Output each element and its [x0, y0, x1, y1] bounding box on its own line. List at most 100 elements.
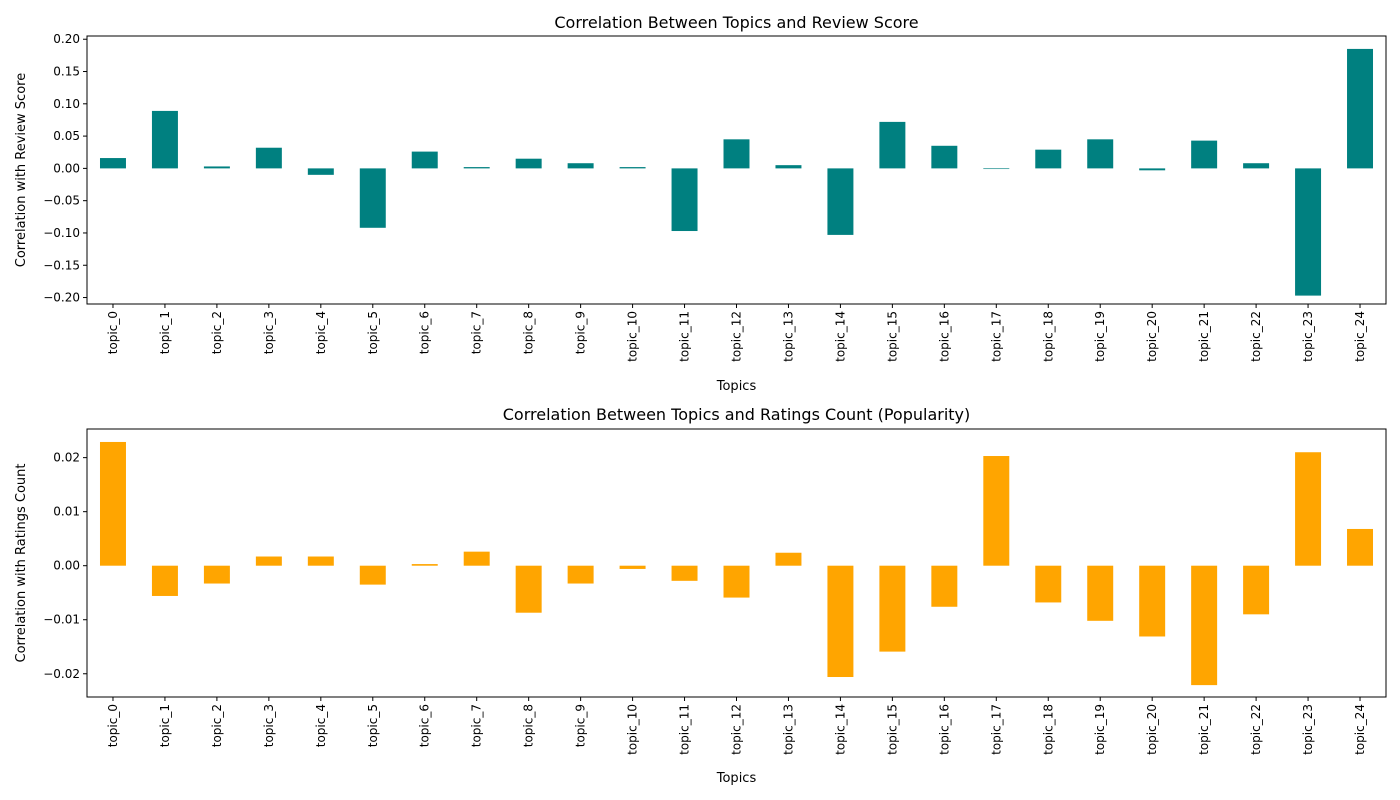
bar-topic_5 [359, 565, 386, 585]
x-tick-label: topic_16 [937, 311, 951, 362]
bar-topic_15 [879, 121, 906, 169]
x-tick-label: topic_3 [262, 704, 276, 747]
y-tick-label: −0.20 [43, 291, 80, 305]
x-tick-label: topic_15 [885, 311, 899, 362]
x-tick-label: topic_23 [1301, 311, 1315, 362]
x-tick-label: topic_18 [1041, 311, 1055, 362]
x-tick-label: topic_2 [210, 704, 224, 747]
x-tick-label: topic_23 [1301, 704, 1315, 755]
x-tick-label: topic_4 [314, 311, 328, 354]
bar-topic_10 [619, 167, 646, 169]
bar-topic_21 [1191, 140, 1218, 169]
bar-topic_12 [723, 139, 750, 169]
x-tick-label: topic_6 [418, 704, 432, 747]
x-tick-label: topic_17 [989, 311, 1003, 362]
bar-topic_23 [1295, 168, 1322, 296]
x-tick-label: topic_11 [678, 311, 692, 362]
bar-topic_8 [515, 565, 542, 613]
x-tick-label: topic_8 [522, 311, 536, 354]
bar-topic_18 [1035, 149, 1062, 169]
bar-topic_10 [619, 565, 646, 569]
x-tick-label: topic_9 [574, 704, 588, 747]
bar-topic_7 [463, 551, 490, 566]
x-tick-label: topic_4 [314, 704, 328, 747]
bar-topic_4 [307, 168, 334, 175]
bars [99, 48, 1374, 296]
x-tick-label: topic_11 [678, 704, 692, 755]
bar-topic_1 [151, 565, 178, 596]
bar-topic_16 [931, 145, 958, 169]
x-tick-label: topic_20 [1145, 704, 1159, 755]
y-tick-label: −0.10 [43, 226, 80, 240]
bar-topic_22 [1243, 565, 1270, 615]
x-axis-label: Topics [716, 379, 757, 394]
x-tick-label: topic_9 [574, 311, 588, 354]
bar-topic_13 [775, 552, 802, 566]
bar-topic_0 [99, 441, 126, 566]
bar-topic_21 [1191, 565, 1218, 686]
x-tick-label: topic_20 [1145, 311, 1159, 362]
x-tick-label: topic_17 [989, 704, 1003, 755]
x-tick-label: topic_1 [158, 704, 172, 747]
bar-topic_23 [1295, 452, 1322, 566]
x-tick-label: topic_22 [1249, 704, 1263, 755]
bar-topic_0 [99, 158, 126, 169]
bar-topic_20 [1139, 168, 1166, 171]
x-tick-label: topic_19 [1093, 311, 1107, 362]
x-tick-label: topic_18 [1041, 704, 1055, 755]
x-tick-label: topic_8 [522, 704, 536, 747]
bar-topic_11 [671, 168, 698, 232]
bar-topic_24 [1347, 528, 1374, 566]
bar-topic_3 [255, 147, 282, 169]
x-tick-label: topic_12 [730, 704, 744, 755]
x-tick-label: topic_7 [470, 704, 484, 747]
y-tick-label: 0.00 [53, 161, 80, 175]
bar-topic_3 [255, 556, 282, 566]
bar-topic_11 [671, 565, 698, 581]
bar-topic_13 [775, 165, 802, 169]
bar-topic_17 [983, 456, 1010, 566]
y-tick-label: −0.01 [43, 613, 80, 627]
bar-topic_8 [515, 158, 542, 169]
x-tick-label: topic_21 [1197, 704, 1211, 755]
chart-title: Correlation Between Topics and Review Sc… [554, 13, 918, 32]
bar-topic_2 [203, 565, 230, 584]
y-tick-label: 0.10 [53, 97, 80, 111]
y-axis-ticks: −0.02 −0.01 0.00 0.01 0.02 [43, 451, 87, 681]
bar-topic_19 [1087, 139, 1114, 169]
y-axis-label: Correlation with Review Score [14, 73, 29, 267]
bar-topic_6 [411, 151, 438, 169]
bar-topic_18 [1035, 565, 1062, 603]
y-tick-label: −0.02 [43, 667, 80, 681]
x-tick-label: topic_5 [366, 311, 380, 354]
x-axis-ticks: topic_0 topic_1 topic_2 topic_3 topic_4 topic… [106, 304, 1367, 362]
x-tick-label: topic_24 [1353, 311, 1367, 362]
x-tick-label: topic_13 [781, 311, 795, 362]
bar-topic_6 [411, 564, 438, 566]
x-tick-label: topic_12 [730, 311, 744, 362]
y-tick-label: 0.15 [53, 65, 80, 79]
y-tick-label: −0.15 [43, 258, 80, 272]
bar-topic_5 [359, 168, 386, 228]
bar-topic_24 [1347, 48, 1374, 169]
x-tick-label: topic_22 [1249, 311, 1263, 362]
y-tick-label: 0.01 [53, 505, 80, 519]
x-axis-ticks: topic_0 topic_1 topic_2 topic_3 topic_4 topic… [106, 697, 1367, 755]
x-tick-label: topic_21 [1197, 311, 1211, 362]
bar-topic_22 [1243, 163, 1270, 169]
x-tick-label: topic_14 [833, 704, 847, 755]
y-tick-label: 0.20 [53, 32, 80, 46]
ratings-count-chart: Correlation Between Topics and Ratings C… [14, 405, 1387, 786]
y-axis-label: Correlation with Ratings Count [14, 464, 29, 663]
bar-topic_9 [567, 163, 594, 169]
plot-frame [86, 428, 1387, 698]
y-tick-label: 0.02 [53, 451, 80, 465]
x-tick-label: topic_0 [106, 311, 120, 354]
x-tick-label: topic_13 [781, 704, 795, 755]
x-tick-label: topic_1 [158, 311, 172, 354]
bar-topic_14 [827, 565, 854, 678]
x-tick-label: topic_19 [1093, 704, 1107, 755]
bar-topic_7 [463, 167, 490, 169]
review-score-chart: Correlation Between Topics and Review Sc… [14, 13, 1387, 394]
